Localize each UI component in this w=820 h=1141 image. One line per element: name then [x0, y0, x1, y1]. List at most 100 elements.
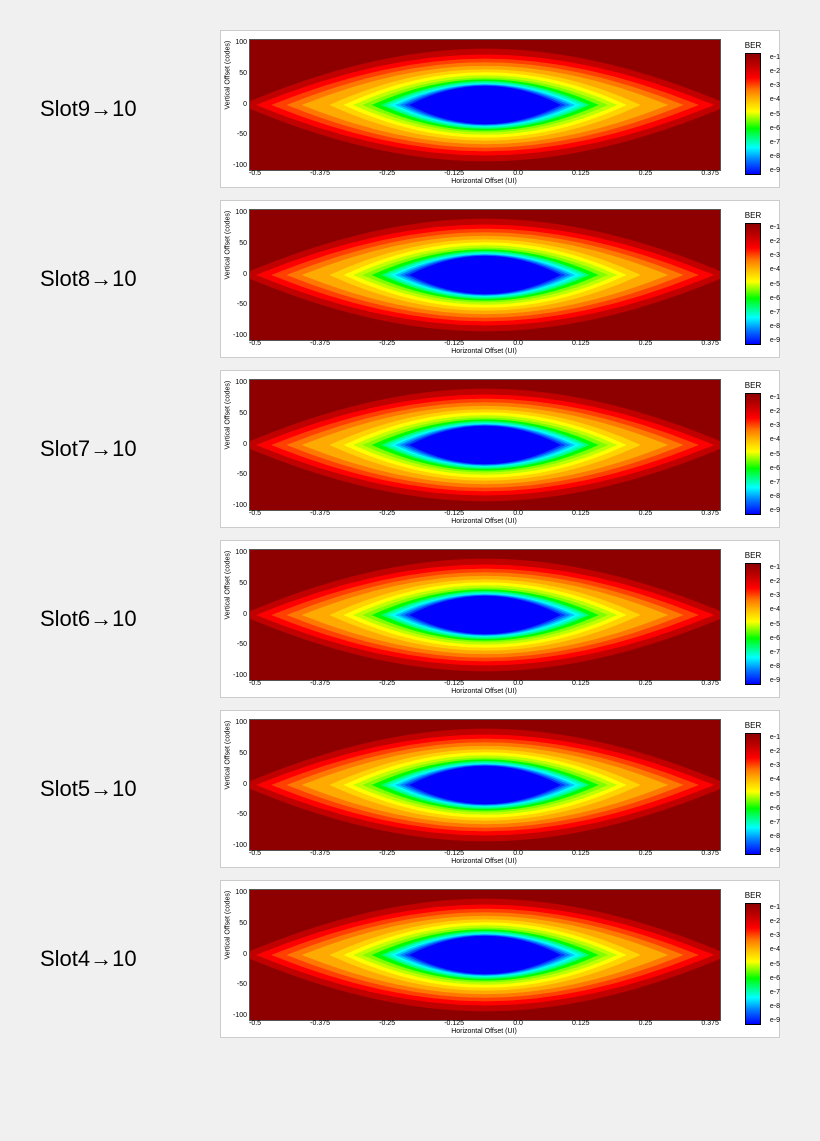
x-tick: 0.125	[572, 510, 590, 517]
y-tick: 50	[233, 240, 247, 247]
x-axis-title: Horizontal Offset (UI)	[451, 178, 517, 185]
colorbar-icon: e-1e-2e-3e-4e-5e-6e-7e-8e-9	[745, 393, 761, 515]
chart-row: Slot6→10Vertical Offset (codes)100500-50…	[20, 540, 800, 698]
y-tick: 50	[233, 410, 247, 417]
x-tick: -0.5	[249, 170, 261, 177]
y-tick: 100	[233, 719, 247, 726]
legend-tick: e-3	[770, 252, 780, 259]
y-tick: -50	[233, 131, 247, 138]
legend-tick: e-6	[770, 465, 780, 472]
row-label: Slot6→10	[20, 606, 220, 632]
y-tick: -50	[233, 471, 247, 478]
x-tick: -0.125	[444, 510, 464, 517]
label-pre: Slot8	[40, 266, 90, 291]
x-ticks: -0.5-0.375-0.25-0.1250.00.1250.250.375	[249, 680, 719, 687]
colorbar-legend: BERe-1e-2e-3e-4e-5e-6e-7e-8e-9	[733, 551, 773, 685]
y-ticks: 100500-50-100	[233, 549, 247, 679]
arrow-icon: →	[90, 266, 112, 291]
colorbar-icon: e-1e-2e-3e-4e-5e-6e-7e-8e-9	[745, 563, 761, 685]
label-pre: Slot4	[40, 946, 90, 971]
x-tick: 0.25	[639, 170, 653, 177]
legend-tick: e-7	[770, 649, 780, 656]
legend-labels: e-1e-2e-3e-4e-5e-6e-7e-8e-9	[770, 734, 780, 854]
eye-diagram-panel: Vertical Offset (codes)100500-50-100-0.5…	[220, 370, 780, 528]
legend-title: BER	[733, 891, 773, 900]
x-axis: -0.5-0.375-0.25-0.1250.00.1250.250.375Ho…	[249, 338, 719, 355]
page-container: Slot9→10Vertical Offset (codes)100500-50…	[0, 0, 820, 1080]
legend-tick: e-8	[770, 663, 780, 670]
x-tick: -0.5	[249, 510, 261, 517]
legend-tick: e-2	[770, 68, 780, 75]
legend-tick: e-2	[770, 918, 780, 925]
label-post: 10	[112, 96, 136, 121]
legend-tick: e-8	[770, 323, 780, 330]
arrow-icon: →	[90, 606, 112, 631]
y-tick: 50	[233, 70, 247, 77]
legend-tick: e-4	[770, 96, 780, 103]
colorbar-icon: e-1e-2e-3e-4e-5e-6e-7e-8e-9	[745, 903, 761, 1025]
row-label: Slot5→10	[20, 776, 220, 802]
x-axis-title: Horizontal Offset (UI)	[451, 518, 517, 525]
x-tick: 0.125	[572, 680, 590, 687]
chart-row: Slot5→10Vertical Offset (codes)100500-50…	[20, 710, 800, 868]
label-post: 10	[112, 776, 136, 801]
colorbar-icon: e-1e-2e-3e-4e-5e-6e-7e-8e-9	[745, 223, 761, 345]
x-ticks: -0.5-0.375-0.25-0.1250.00.1250.250.375	[249, 340, 719, 347]
x-tick: -0.25	[379, 1020, 395, 1027]
y-tick: 0	[233, 781, 247, 788]
label-pre: Slot6	[40, 606, 90, 631]
y-tick: -100	[233, 332, 247, 339]
plot-area	[249, 209, 721, 341]
x-tick: 0.375	[701, 510, 719, 517]
x-axis-title: Horizontal Offset (UI)	[451, 858, 517, 865]
y-tick: 100	[233, 549, 247, 556]
legend-tick: e-2	[770, 748, 780, 755]
legend-tick: e-9	[770, 1017, 780, 1024]
arrow-icon: →	[90, 776, 112, 801]
legend-tick: e-1	[770, 564, 780, 571]
y-tick: -100	[233, 502, 247, 509]
x-tick: -0.5	[249, 340, 261, 347]
x-tick: 0.375	[701, 850, 719, 857]
legend-title: BER	[733, 41, 773, 50]
legend-tick: e-4	[770, 606, 780, 613]
y-tick: -100	[233, 162, 247, 169]
x-axis: -0.5-0.375-0.25-0.1250.00.1250.250.375Ho…	[249, 168, 719, 185]
y-tick: -100	[233, 1012, 247, 1019]
legend-tick: e-8	[770, 153, 780, 160]
y-tick: 0	[233, 611, 247, 618]
y-tick: 0	[233, 951, 247, 958]
x-axis: -0.5-0.375-0.25-0.1250.00.1250.250.375Ho…	[249, 678, 719, 695]
x-axis: -0.5-0.375-0.25-0.1250.00.1250.250.375Ho…	[249, 1018, 719, 1035]
x-ticks: -0.5-0.375-0.25-0.1250.00.1250.250.375	[249, 510, 719, 517]
x-tick: 0.375	[701, 1020, 719, 1027]
eye-diagram-panel: Vertical Offset (codes)100500-50-100-0.5…	[220, 710, 780, 868]
plot-area	[249, 549, 721, 681]
eye-diagram-panel: Vertical Offset (codes)100500-50-100-0.5…	[220, 880, 780, 1038]
x-tick: 0.25	[639, 850, 653, 857]
legend-tick: e-1	[770, 734, 780, 741]
eye-diagram-panel: Vertical Offset (codes)100500-50-100-0.5…	[220, 540, 780, 698]
x-tick: -0.125	[444, 1020, 464, 1027]
x-tick: 0.25	[639, 510, 653, 517]
y-tick: 100	[233, 889, 247, 896]
x-tick: -0.5	[249, 850, 261, 857]
legend-tick: e-2	[770, 408, 780, 415]
x-tick: -0.375	[310, 170, 330, 177]
legend-tick: e-6	[770, 975, 780, 982]
y-tick: 50	[233, 920, 247, 927]
x-ticks: -0.5-0.375-0.25-0.1250.00.1250.250.375	[249, 1020, 719, 1027]
legend-labels: e-1e-2e-3e-4e-5e-6e-7e-8e-9	[770, 394, 780, 514]
legend-tick: e-4	[770, 266, 780, 273]
plot-area	[249, 719, 721, 851]
x-tick: -0.125	[444, 680, 464, 687]
legend-tick: e-5	[770, 791, 780, 798]
legend-tick: e-5	[770, 281, 780, 288]
x-tick: 0.25	[639, 340, 653, 347]
x-tick: -0.25	[379, 340, 395, 347]
arrow-icon: →	[90, 436, 112, 461]
colorbar-icon: e-1e-2e-3e-4e-5e-6e-7e-8e-9	[745, 53, 761, 175]
x-tick: 0.125	[572, 1020, 590, 1027]
legend-tick: e-4	[770, 946, 780, 953]
x-tick: -0.5	[249, 680, 261, 687]
